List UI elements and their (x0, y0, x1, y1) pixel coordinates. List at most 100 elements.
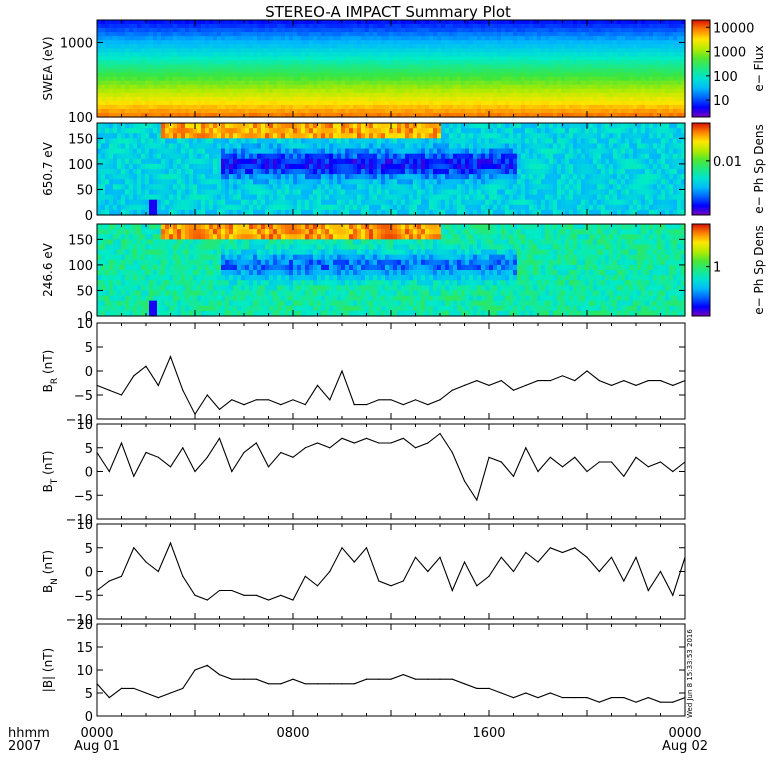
bmag-data-point (231, 678, 233, 680)
bmag-data-point (672, 701, 674, 703)
bmag-data-point (329, 683, 331, 685)
bmag-data-point (439, 678, 441, 680)
panel-pad650: 0.01 e− Ph Sp Dens 650.7 eV 0 50 100 150 (41, 122, 766, 224)
bmag-data-point (243, 678, 245, 680)
br-data-point (218, 408, 221, 410)
br-data-point (647, 380, 649, 382)
swea-colorbar-tick-label: 10000 (713, 21, 754, 36)
bn-data-point (108, 580, 110, 582)
bn-data-point (292, 599, 294, 601)
pad650-ytick-label: 0 (85, 209, 93, 224)
bt-data-point (500, 461, 502, 463)
bmag-ytick-label: 10 (76, 664, 93, 679)
bn-data-point (500, 556, 502, 558)
bmag-data-point (267, 683, 270, 685)
br-data-point (427, 404, 429, 406)
bmag-data-point (574, 697, 576, 699)
br-ytick-label: 0 (85, 365, 93, 380)
time-tick-label: 0000 (80, 726, 113, 741)
bt-data-point (402, 437, 404, 439)
bt-ytick-label: −10 (66, 513, 93, 528)
swea-spectrogram (97, 20, 686, 118)
br-data-point (316, 384, 319, 386)
br-data-point (280, 404, 282, 406)
bt-data-point (255, 442, 257, 444)
pad246-colorbar-label: e− Ph Sp Dens (752, 225, 766, 314)
pad650-ytick-label: 100 (68, 158, 93, 173)
br-data-point (378, 399, 380, 401)
br-data-point (512, 389, 515, 391)
bt-data-point (194, 470, 196, 473)
bn-data-point (463, 561, 466, 563)
bt-data-point (598, 461, 600, 463)
bn-data-point (206, 599, 208, 601)
br-data-point (659, 380, 662, 382)
bn-data-point (659, 570, 662, 573)
br-data-point (182, 389, 184, 391)
bmag-data-point (647, 697, 649, 699)
bmag-data-point (476, 687, 478, 690)
bt-data-point (463, 480, 466, 482)
bmag-data-point (169, 692, 172, 694)
bn-ylabel: BN (nT) (41, 550, 60, 593)
bmag-data-point (316, 683, 319, 685)
bt-data-point (512, 475, 515, 477)
br-data-point (133, 375, 135, 377)
br-data-point (586, 370, 588, 372)
bmag-data-point (390, 678, 392, 680)
br-ytick-label: −5 (74, 389, 93, 404)
bmag-ytick-label: 15 (76, 641, 93, 656)
bn-data-point (574, 547, 576, 549)
br-data-point (329, 399, 331, 401)
panel-bt: BT (nT) −10 −5 0 5 10 (41, 418, 686, 528)
br-data-point (206, 394, 208, 396)
bt-data-point (488, 456, 490, 458)
br-ytick-label: 5 (85, 341, 93, 356)
br-data-point (476, 380, 478, 382)
bmag-data-point (108, 697, 110, 699)
bn-data-point (280, 594, 282, 596)
bt-data-point (280, 451, 282, 454)
bn-data-point (353, 561, 355, 563)
swea-colorbar (691, 19, 711, 118)
bmag-data-point (182, 687, 184, 690)
bn-data-point (414, 556, 417, 558)
bn-data-point (378, 580, 380, 582)
bn-ytick-label: 5 (85, 542, 93, 557)
pad650-colorbar (691, 122, 711, 216)
bn-data-point (451, 589, 453, 592)
bmag-data-point (561, 697, 564, 699)
bt-data-point (120, 442, 123, 444)
bt-data-point (390, 442, 392, 444)
br-frame (96, 322, 686, 420)
bmag-data-point (623, 697, 625, 699)
br-data-point (120, 394, 123, 396)
br-ylabel: BR (nT) (41, 350, 60, 393)
br-data-point (414, 399, 417, 401)
swea-colorbar-tick-label: 100 (713, 70, 738, 85)
bmag-data-point (145, 692, 147, 694)
panel-bn: BN (nT) −10 −5 0 5 10 (41, 518, 686, 628)
bt-data-point (292, 456, 294, 458)
bt-ytick-label: 0 (85, 466, 93, 481)
bmag-data-point (292, 678, 294, 680)
bt-data-point (182, 447, 184, 449)
bmag-data-point (451, 678, 453, 680)
bt-data-point (329, 447, 331, 449)
bmag-data-point (157, 697, 159, 699)
bn-data-point (525, 551, 527, 554)
bt-ytick-label: 5 (85, 442, 93, 457)
br-data-point (304, 404, 306, 406)
bt-data-point (353, 442, 355, 444)
bt-ylabel: BT (nT) (41, 451, 60, 493)
bt-data-point (206, 456, 208, 458)
bn-data-point (255, 594, 257, 596)
br-data-point (231, 399, 233, 401)
br-data-point (525, 384, 527, 386)
pad246-ytick-label: 50 (76, 284, 93, 299)
bn-data-point (157, 570, 159, 573)
bmag-data-point (500, 692, 502, 694)
bn-series-line (96, 541, 686, 601)
bt-data-point (414, 447, 417, 449)
